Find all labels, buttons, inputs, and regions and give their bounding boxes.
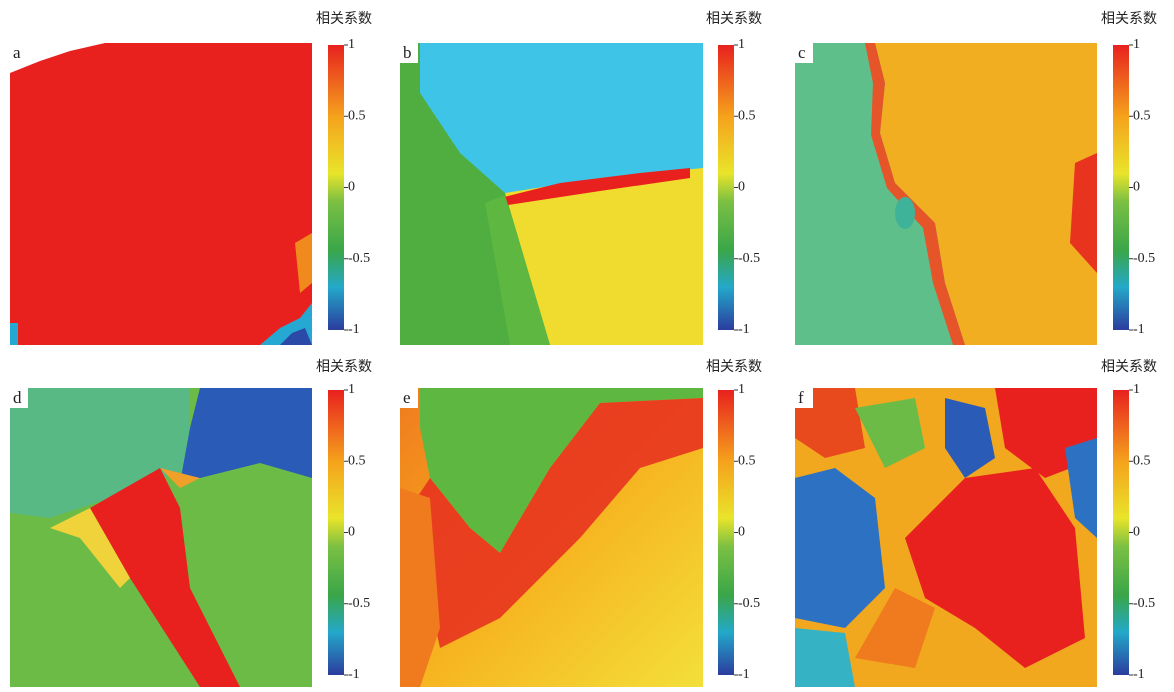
colorbar-tick-label: 1 (1133, 382, 1140, 397)
panel-label: f (798, 388, 804, 407)
colorbar (1113, 45, 1129, 330)
colorbar-tick-label: 0 (738, 180, 745, 195)
colorbar-tick-label: -1 (1133, 667, 1145, 682)
colorbar-tick-label: 0.5 (738, 108, 756, 123)
panel-d-map (10, 388, 312, 687)
colorbar-tick-label: -1 (738, 667, 750, 682)
figure: a 相关系数 1 0.5 0 -0.5 -1 b 相关系数 1 0.5 0 -0.5 -1 c 相关系数 1 0.… (0, 0, 1174, 687)
panel-f-map (795, 388, 1097, 687)
colorbar (328, 390, 344, 675)
panel-label: d (13, 388, 22, 407)
colorbar-tick-label: 1 (348, 382, 355, 397)
panel-b-map (400, 43, 703, 345)
colorbar-tick-label: 0 (1133, 180, 1140, 195)
panel-label: e (403, 388, 411, 407)
colorbar-tick-label: -0.5 (348, 251, 370, 266)
panel-label: a (13, 43, 21, 62)
colorbar-tick-label: 0.5 (1133, 453, 1151, 468)
colorbar-tick-label: -0.5 (1133, 596, 1155, 611)
colorbar-tick-label: 1 (738, 37, 745, 52)
colorbar-tick-label: 1 (738, 382, 745, 397)
panel-a-map (10, 43, 312, 345)
colorbar (1113, 390, 1129, 675)
panel-e-map (400, 388, 703, 687)
colorbar-tick-label: 0 (1133, 525, 1140, 540)
colorbar-tick-label: 0 (348, 525, 355, 540)
colorbar-tick-label: 1 (1133, 37, 1140, 52)
colorbar-tick-label: -1 (348, 667, 360, 682)
colorbar-tick-label: 0.5 (738, 453, 756, 468)
colorbar-tick-label: -1 (738, 322, 750, 337)
colorbar-tick-label: -1 (1133, 322, 1145, 337)
panel-label: b (403, 43, 412, 62)
panel-label: c (798, 43, 806, 62)
colorbar-tick-label: 0 (348, 180, 355, 195)
colorbar-tick-label: 0.5 (348, 453, 366, 468)
colorbar-title: 相关系数 (1101, 11, 1157, 27)
colorbar-title: 相关系数 (316, 359, 372, 375)
colorbar-tick-label: 0 (738, 525, 745, 540)
colorbar-tick-label: 0.5 (348, 108, 366, 123)
colorbar-tick-label: -0.5 (1133, 251, 1155, 266)
colorbar-title: 相关系数 (1101, 359, 1157, 375)
colorbar-tick-label: 1 (348, 37, 355, 52)
colorbar-tick-label: 0.5 (1133, 108, 1151, 123)
colorbar-tick-label: -0.5 (738, 596, 760, 611)
colorbar-tick-label: -0.5 (738, 251, 760, 266)
colorbar-title: 相关系数 (706, 359, 762, 375)
colorbar (328, 45, 344, 330)
panel-c-map (795, 43, 1097, 345)
colorbar-title: 相关系数 (316, 11, 372, 27)
colorbar (718, 45, 734, 330)
colorbar (718, 390, 734, 675)
colorbar-tick-label: -0.5 (348, 596, 370, 611)
colorbar-tick-label: -1 (348, 322, 360, 337)
colorbar-title: 相关系数 (706, 11, 762, 27)
